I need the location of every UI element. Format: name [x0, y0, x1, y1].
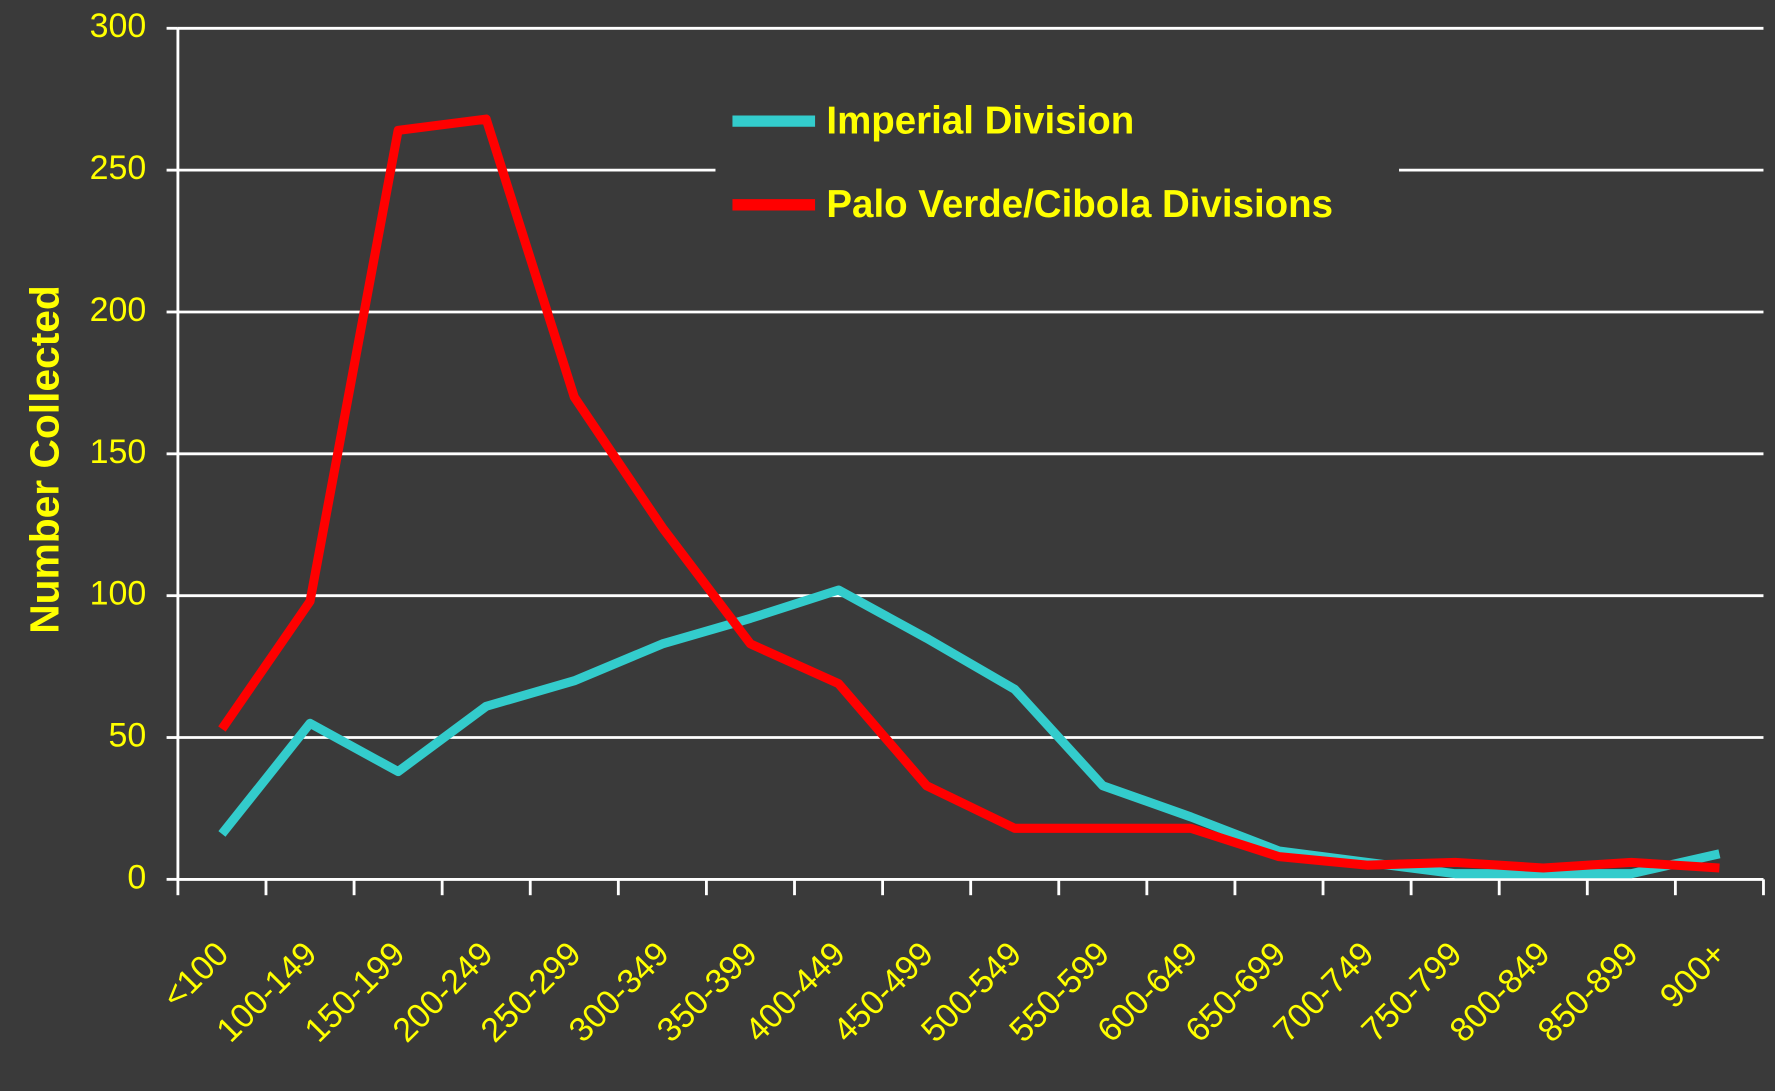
y-tick-label: 0	[127, 858, 146, 896]
data-line	[218, 585, 1721, 879]
legend: Imperial Division Palo Verde/Cibola Divis…	[715, 73, 1400, 255]
data-line	[218, 114, 1720, 873]
y-tick-label: 50	[108, 716, 146, 754]
legend-label: Imperial Division	[826, 100, 1134, 143]
legend-box	[715, 73, 1400, 255]
legend-label: Palo Verde/Cibola Divisions	[826, 183, 1333, 226]
y-tick-label: 200	[90, 291, 147, 329]
y-tick-label: 150	[90, 433, 147, 471]
y-axis-label: Number Collected	[22, 285, 68, 634]
y-tick-label: 100	[90, 575, 147, 613]
y-tick-label: 300	[90, 7, 147, 45]
y-tick-label: 250	[90, 149, 147, 187]
